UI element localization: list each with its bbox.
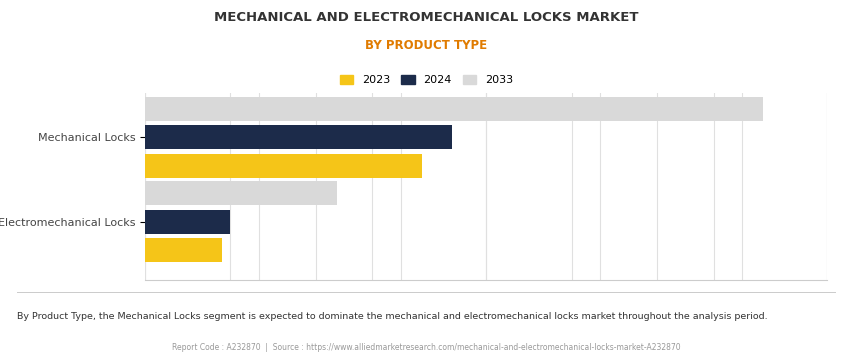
Text: MECHANICAL AND ELECTROMECHANICAL LOCKS MARKET: MECHANICAL AND ELECTROMECHANICAL LOCKS M… — [214, 11, 638, 24]
Text: BY PRODUCT TYPE: BY PRODUCT TYPE — [365, 39, 487, 52]
Text: By Product Type, the Mechanical Locks segment is expected to dominate the mechan: By Product Type, the Mechanical Locks se… — [17, 312, 767, 321]
Bar — [145, 125, 452, 149]
Bar — [145, 97, 763, 121]
Bar — [145, 181, 337, 205]
Bar — [145, 154, 422, 178]
Text: Report Code : A232870  |  Source : https://www.alliedmarketresearch.com/mechanic: Report Code : A232870 | Source : https:/… — [172, 343, 680, 352]
Legend: 2023, 2024, 2033: 2023, 2024, 2033 — [335, 70, 517, 89]
Bar — [145, 238, 222, 262]
Bar — [145, 210, 230, 234]
